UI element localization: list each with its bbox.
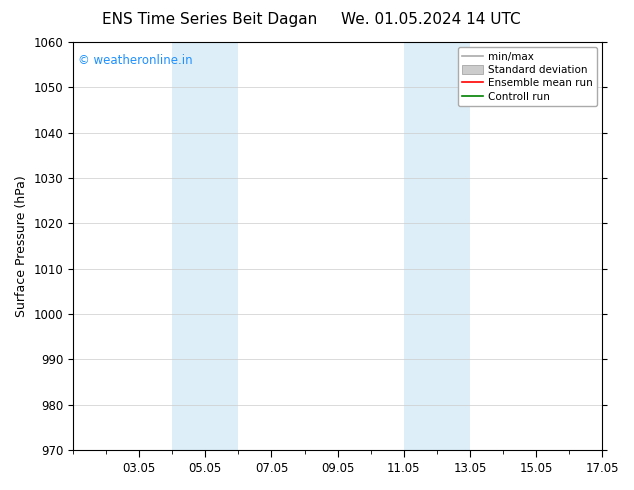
Bar xyxy=(172,42,238,450)
Legend: min/max, Standard deviation, Ensemble mean run, Controll run: min/max, Standard deviation, Ensemble me… xyxy=(458,47,597,106)
Bar xyxy=(404,42,470,450)
Text: © weatheronline.in: © weatheronline.in xyxy=(79,54,193,67)
Text: ENS Time Series Beit Dagan: ENS Time Series Beit Dagan xyxy=(101,12,317,27)
Y-axis label: Surface Pressure (hPa): Surface Pressure (hPa) xyxy=(15,175,28,317)
Text: We. 01.05.2024 14 UTC: We. 01.05.2024 14 UTC xyxy=(341,12,521,27)
